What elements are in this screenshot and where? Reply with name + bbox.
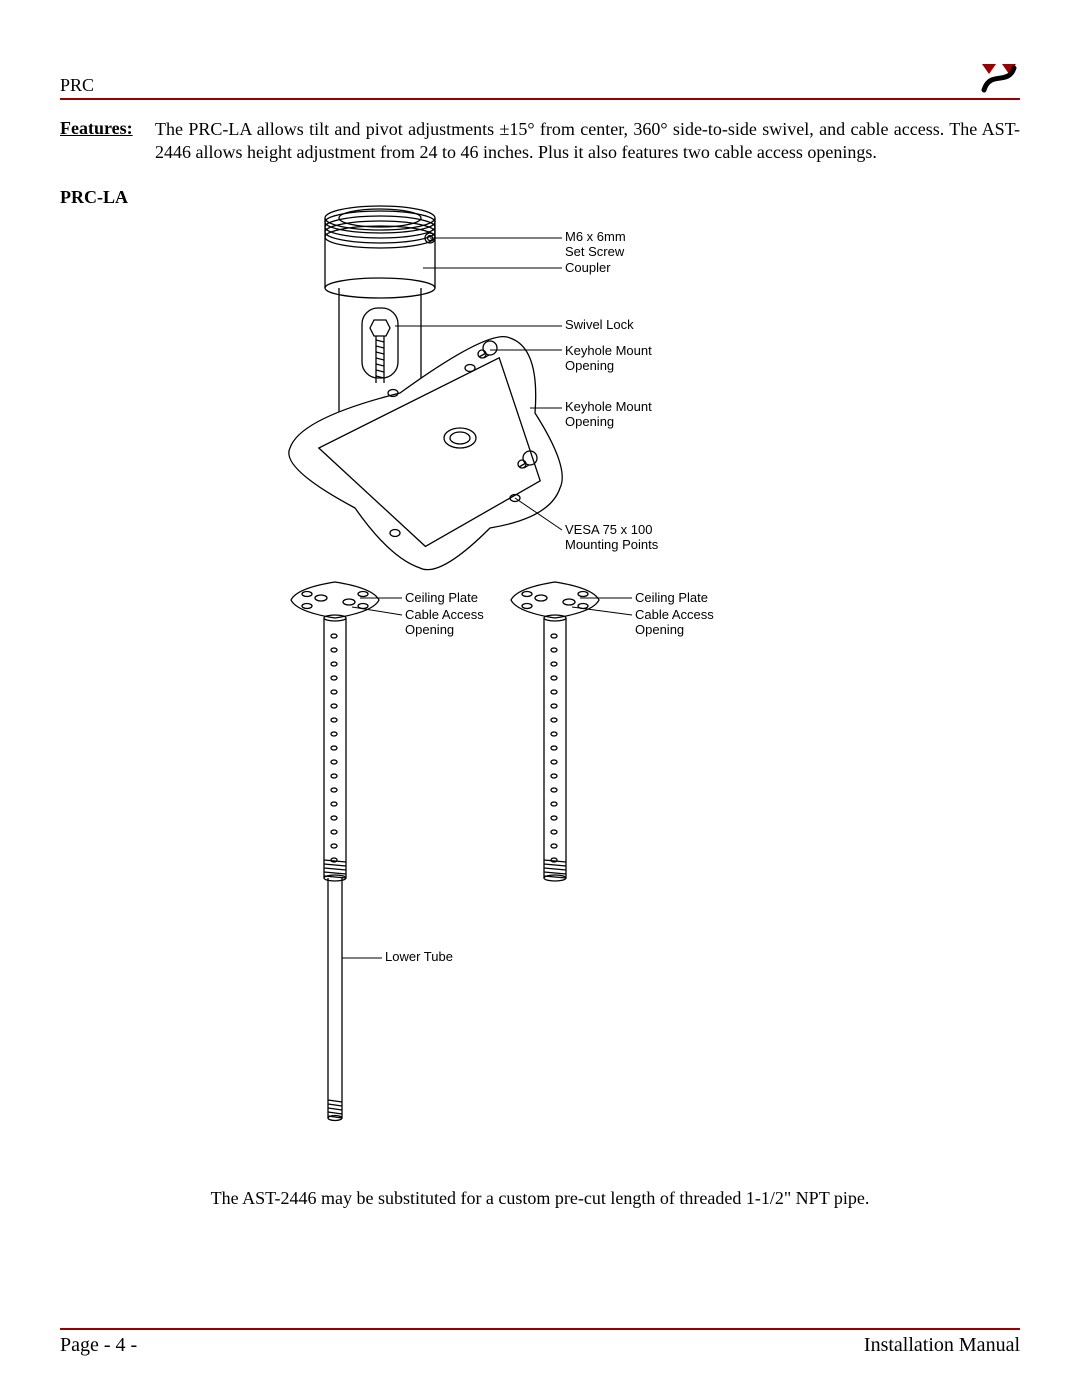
- features-text: The PRC-LA allows tilt and pivot adjustm…: [155, 118, 1020, 165]
- callout-vesa: VESA 75 x 100Mounting Points: [565, 523, 658, 553]
- brand-logo-icon: [978, 60, 1020, 96]
- callout-keyhole-2: Keyhole MountOpening: [565, 400, 652, 430]
- callout-lower-tube: Lower Tube: [385, 950, 453, 965]
- callout-set-screw: M6 x 6mmSet Screw: [565, 230, 626, 260]
- features-label: Features:: [60, 118, 155, 165]
- callout-ceiling-r: Ceiling Plate: [635, 591, 708, 606]
- features-section: Features: The PRC-LA allows tilt and piv…: [60, 118, 1020, 165]
- technical-diagram: M6 x 6mmSet Screw Coupler Swivel Lock Ke…: [60, 198, 1020, 1178]
- diagram-caption: The AST-2446 may be substituted for a cu…: [60, 1188, 1020, 1209]
- callout-ceiling-l: Ceiling Plate: [405, 591, 478, 606]
- header-left-text: PRC: [60, 75, 94, 96]
- callout-coupler: Coupler: [565, 261, 611, 276]
- page-header: PRC: [60, 60, 1020, 100]
- callout-keyhole-1: Keyhole MountOpening: [565, 344, 652, 374]
- footer-page-number: Page - 4 -: [60, 1334, 137, 1357]
- callout-cable-l: Cable AccessOpening: [405, 608, 484, 638]
- page-footer: Page - 4 - Installation Manual: [60, 1328, 1020, 1357]
- footer-doc-title: Installation Manual: [864, 1334, 1020, 1357]
- callout-swivel-lock: Swivel Lock: [565, 318, 634, 333]
- callout-cable-r: Cable AccessOpening: [635, 608, 714, 638]
